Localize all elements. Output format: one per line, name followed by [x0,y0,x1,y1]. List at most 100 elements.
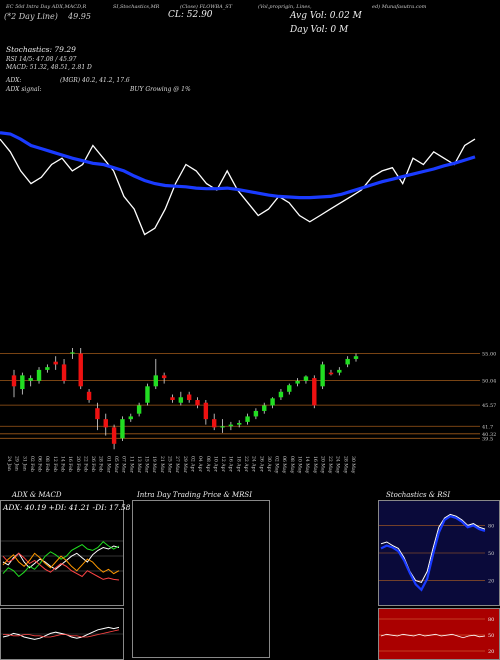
x-date-label: 22 Feb [82,456,88,472]
y-tick-label: 41.7 [482,424,493,430]
y-tick-label: 39.5 [482,436,493,442]
x-date-label: 29 Jan [14,456,20,471]
x-date-label: 04 Apr [197,456,203,473]
x-date-label: 16 May [312,456,318,474]
candle-body [337,369,342,373]
y-tick-label: 50 [488,633,494,639]
candle-body [312,378,317,406]
series-price-line [0,138,476,236]
candle-body [211,419,217,428]
macd-signal-line [3,629,120,638]
x-date-label: 19 Mar [151,456,157,474]
candle-body [103,419,108,428]
header-day-vol: Day Vol: 0 M [290,25,349,35]
x-date-label: 13 Mar [136,456,142,474]
candle-body [303,376,309,381]
intraday-panel-title: Intra Day Trading Price & MRSI [137,491,252,499]
x-date-label: 08 Apr [205,456,211,473]
x-date-label: 22 May [327,456,333,474]
x-date-label: 30 May [350,456,356,474]
header-cl-label: CL: 52.90 [168,10,213,20]
candle-body [287,385,292,392]
candle-body [95,408,100,420]
candle-body [295,380,300,384]
x-date-label: 29 Mar [182,456,188,474]
x-date-label: 12 Feb [52,456,58,472]
x-date-label: 07 Mar [121,456,127,474]
adx-panel: ADX: 40.19 +DI: 41.21 -DI: 17.58 [0,500,130,606]
x-date-label: 20 May [319,456,325,474]
x-date-label: 02 May [274,456,280,474]
candle-body [70,352,75,354]
candle-body [128,416,133,420]
candle-body [153,375,159,387]
mrsi-panel: 80 50 20 [378,608,500,660]
adx-macd-panel-title: ADX & MACD [12,491,62,499]
y-tick-label: 45.57 [482,403,496,409]
x-date-label: 06 May [281,456,287,474]
y-tick-label: 50.04 [482,379,496,385]
header-vol-line: (Vol,proprigin, Lines, [258,4,312,10]
price-ma-chart [0,131,476,236]
candle-body [136,405,142,414]
header-two-day-line: (*2 Day Line) [4,12,58,21]
header-close-label: (Close) FLOWBA_ST [180,4,233,10]
x-date-label: 25 Mar [167,456,173,474]
x-date-label: 14 May [304,456,310,474]
x-date-label: 11 Mar [128,456,134,474]
candle-body [253,410,259,417]
x-date-label: 24 May [335,456,341,474]
candle-body [245,416,250,422]
x-date-label: 10 May [297,456,303,474]
x-date-label: 15 Mar [144,456,150,474]
series-adx-line [2,545,120,570]
candle-body [220,426,225,428]
x-date-label: 20 Feb [75,456,81,472]
candle-body [345,358,350,365]
y-tick-label: 20 [488,579,494,585]
x-date-label: 26 Feb [90,456,96,472]
series-ma-line [0,131,476,200]
candle-body [161,375,167,379]
candle-body [20,375,25,390]
candle-body [186,394,192,400]
stochastics-readout: Stochastics: 79.29 [6,45,76,54]
series-di-line [2,541,120,578]
y-tick-label: 40.32 [482,432,496,438]
x-date-label: 28 May [342,456,348,474]
x-date-label: 27 Mar [174,456,180,474]
adx-signal-label: ADX signal: [6,86,42,93]
series-mrsi-line [380,633,486,639]
x-date-label: 24 Apr [251,456,257,473]
buy-signal-readout: BUY Growing @ 1% [130,86,191,93]
intraday-panel [132,500,270,658]
candle-body [78,353,83,387]
x-date-label: 14 Feb [60,456,66,472]
series-rsi-line [380,514,486,592]
candle-body [86,391,92,400]
macd-readout: MACD: 51.32, 48.51, 2.81 D [6,64,92,71]
candle-body [11,375,17,387]
candle-body [145,386,150,403]
x-date-label: 28 Feb [98,456,104,472]
candle-body [203,402,209,420]
x-date-label: 10 Apr [212,456,218,473]
x-date-label: 02 Apr [190,456,196,473]
header-stoch-mr: SI,Stochastics,MR [113,4,160,10]
y-tick-label: 80 [488,523,494,529]
y-tick-label: 50 [488,551,494,557]
mgr-readout: (MGR) 40.2, 41.2, 17.6 [60,77,130,84]
x-date-label: 12 Apr [220,456,226,473]
candle-body [61,364,67,381]
y-tick-label: 20 [488,649,494,655]
x-date-label: 05 Mar [113,456,119,474]
x-date-label: 16 Apr [228,456,234,473]
x-date-label: 26 Apr [258,456,264,473]
candle-body [353,356,359,359]
candle-body [237,422,242,425]
candle-body [111,427,117,444]
rsi-readout: RSI 14/5: 47.08 / 45.97 [6,56,77,63]
candle-body [28,378,33,381]
x-date-label: 24 Jan [6,456,12,471]
